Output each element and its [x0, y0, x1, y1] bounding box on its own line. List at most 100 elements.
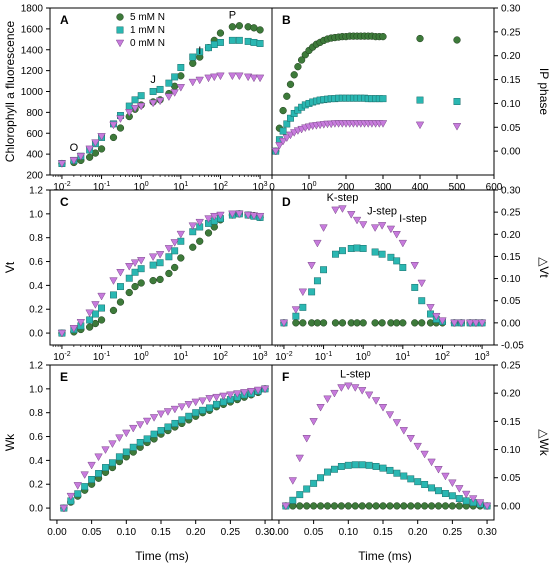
y-tick-label: 0.20 — [501, 389, 521, 400]
data-point — [365, 461, 373, 469]
data-point — [195, 76, 204, 85]
data-point — [109, 133, 118, 142]
data-point — [378, 120, 388, 128]
x-tick-label: 100 — [301, 181, 316, 193]
data-point — [400, 502, 408, 510]
data-point — [59, 504, 69, 513]
y-tick-label: 1800 — [21, 4, 44, 15]
x-tick-label: 103 — [253, 181, 268, 193]
data-point — [414, 478, 422, 486]
y-axis-title: Vt — [3, 261, 17, 273]
data-point — [299, 319, 307, 327]
data-point — [410, 262, 419, 270]
y-tick-label: 1200 — [21, 66, 44, 77]
x-tick-label: 0.30 — [255, 527, 275, 538]
data-point — [177, 254, 185, 262]
panel-c: 10-2 10-1 100 101 102 103 0.0 0.2 0.4 0.6 0.8 1.0 1.… — [3, 186, 273, 363]
y-tick-label: 0.4 — [29, 281, 43, 292]
data-point — [337, 502, 346, 510]
series-n5 — [272, 32, 461, 155]
series-n0 — [271, 120, 462, 156]
data-point — [101, 446, 110, 454]
data-point — [441, 502, 450, 510]
y-axis-title: Chlorophyll a fluorescence — [3, 20, 17, 162]
data-point — [313, 319, 322, 327]
data-point — [97, 292, 106, 301]
data-point — [228, 36, 236, 44]
data-point — [109, 277, 118, 285]
x-axis-title-right: Time (ms) — [358, 549, 412, 563]
data-point — [324, 468, 331, 476]
data-point — [351, 502, 359, 510]
y-axis-title: △Vt — [537, 257, 550, 278]
data-point — [379, 464, 387, 472]
x-tick-label: 0.15 — [151, 527, 171, 538]
data-point — [418, 297, 426, 305]
data-point — [86, 316, 94, 324]
data-point — [149, 261, 157, 269]
data-point — [421, 481, 429, 488]
data-point — [379, 32, 387, 41]
annotation-label: P — [229, 9, 236, 21]
data-point — [309, 418, 318, 426]
series-n5 — [282, 502, 491, 510]
data-point — [415, 121, 425, 130]
x-tick-label: 10-2 — [275, 351, 292, 363]
y-tick-label: 0.4 — [29, 456, 43, 467]
data-point — [85, 323, 94, 331]
data-point — [189, 243, 197, 251]
data-point — [189, 59, 197, 67]
data-point — [116, 269, 125, 277]
data-point — [358, 461, 366, 469]
data-point — [178, 416, 186, 424]
data-point — [455, 485, 464, 493]
data-point — [108, 440, 117, 449]
y-tick-label: 0.30 — [501, 186, 521, 197]
legend-entry: 0 mM N — [130, 38, 165, 49]
data-point — [135, 421, 145, 429]
data-point — [204, 229, 213, 237]
data-point — [97, 145, 106, 153]
data-point — [177, 64, 185, 71]
x-tick-label: 0.10 — [339, 527, 359, 538]
panel-f: 0.00 0.05 0.10 0.15 0.20 0.25 0.30 0.00 0.05 0.10… — [269, 361, 550, 539]
plot-frame — [49, 364, 273, 521]
data-point — [372, 463, 380, 470]
data-point — [177, 237, 185, 245]
x-tick-label: 200 — [338, 182, 355, 193]
data-point — [292, 312, 300, 320]
data-point — [156, 259, 164, 267]
series-n1 — [60, 385, 269, 512]
x-tick-label: 100 — [356, 351, 371, 363]
data-point — [228, 72, 237, 81]
data-point — [130, 259, 140, 268]
legend-marker — [115, 39, 125, 48]
x-tick-label: 0.00 — [269, 527, 289, 538]
data-point — [352, 216, 362, 225]
data-point — [407, 502, 415, 510]
data-point — [294, 63, 302, 71]
legend-entry: 1 mM N — [130, 25, 165, 36]
data-point — [453, 36, 461, 44]
x-tick-label: 101 — [173, 181, 188, 193]
data-point — [299, 303, 307, 311]
data-point — [418, 319, 426, 327]
data-point — [110, 291, 117, 299]
data-point — [330, 389, 339, 398]
series-n0 — [279, 205, 487, 328]
data-point — [116, 298, 125, 306]
data-point — [393, 469, 401, 477]
series-n0 — [59, 385, 270, 513]
data-point — [157, 427, 165, 435]
data-point — [283, 92, 291, 100]
data-point — [131, 96, 139, 104]
data-point — [176, 230, 186, 239]
x-tick-label: 0.05 — [304, 527, 324, 538]
annotation-label: J-step — [367, 205, 397, 217]
data-point — [74, 490, 82, 498]
data-point — [351, 461, 359, 469]
data-point — [256, 26, 264, 34]
data-point — [441, 490, 449, 497]
series-n0 — [57, 72, 265, 168]
data-point — [399, 319, 407, 327]
